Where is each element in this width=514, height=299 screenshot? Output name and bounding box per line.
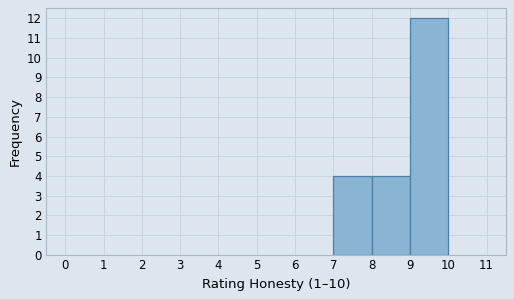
Bar (333, 176, 372, 255)
Bar (410, 18, 448, 255)
Bar (372, 176, 410, 255)
X-axis label: Rating Honesty (1–10): Rating Honesty (1–10) (201, 278, 350, 291)
Y-axis label: Frequency: Frequency (8, 97, 22, 166)
